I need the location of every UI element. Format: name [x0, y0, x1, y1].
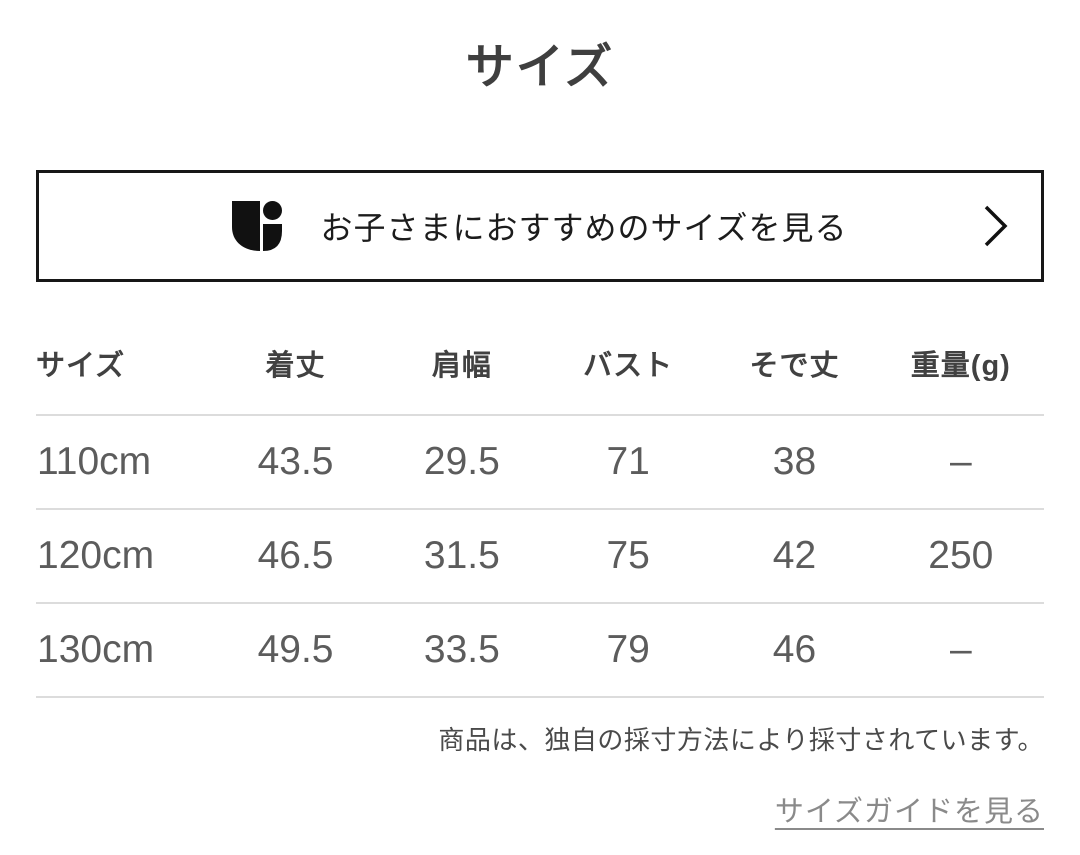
measurement-cell: 38	[711, 415, 878, 510]
chevron-right-icon	[983, 204, 1009, 248]
measurement-cell: 250	[877, 509, 1044, 604]
size-assistant-logo-icon	[232, 201, 283, 251]
column-header-shoulder: 肩幅	[378, 336, 546, 416]
measurement-note: 商品は、独自の採寸方法により採寸されています。	[438, 725, 1044, 755]
measurement-cell: 42	[711, 509, 878, 604]
measurement-cell: 46.5	[212, 509, 379, 604]
measurement-cell: 33.5	[378, 603, 546, 698]
measurement-cell: 29.5	[378, 415, 546, 510]
size-guide-link-row: サイズガイドを見る	[36, 788, 1044, 830]
column-header-sleeve: そで丈	[711, 336, 878, 416]
size-cell: 130cm	[36, 603, 213, 698]
size-guide-link[interactable]: サイズガイドを見る	[774, 796, 1044, 828]
column-header-weight: 重量(g)	[877, 336, 1044, 416]
measurement-cell: –	[877, 415, 1044, 510]
measurement-cell: 31.5	[378, 509, 546, 604]
size-cell: 120cm	[36, 509, 213, 604]
measurement-cell: 79	[545, 603, 712, 698]
measurement-cell: 75	[545, 509, 712, 604]
recommended-size-button-label: お子さまにおすすめのサイズを見る	[320, 210, 848, 246]
column-header-size: サイズ	[36, 336, 213, 416]
column-header-bust: バスト	[545, 336, 712, 416]
recommended-size-button[interactable]: お子さまにおすすめのサイズを見る	[36, 170, 1044, 282]
measurement-cell: 46	[711, 603, 878, 698]
measurement-cell: 71	[545, 415, 712, 510]
measurement-cell: –	[877, 603, 1044, 698]
table-header-row: サイズ 着丈 肩幅 バスト そで丈 重量(g)	[36, 336, 1044, 416]
measurement-cell: 43.5	[212, 415, 379, 510]
measurement-cell: 49.5	[212, 603, 379, 698]
table-row: 110cm 43.5 29.5 71 38 –	[36, 415, 1044, 510]
column-header-length: 着丈	[212, 336, 379, 416]
table-row: 120cm 46.5 31.5 75 42 250	[36, 509, 1044, 604]
size-table: サイズ 着丈 肩幅 バスト そで丈 重量(g) 110cm 43.5 29.5 …	[36, 336, 1044, 698]
table-row: 130cm 49.5 33.5 79 46 –	[36, 603, 1044, 698]
size-cell: 110cm	[36, 415, 213, 510]
page-title: サイズ	[465, 41, 615, 94]
